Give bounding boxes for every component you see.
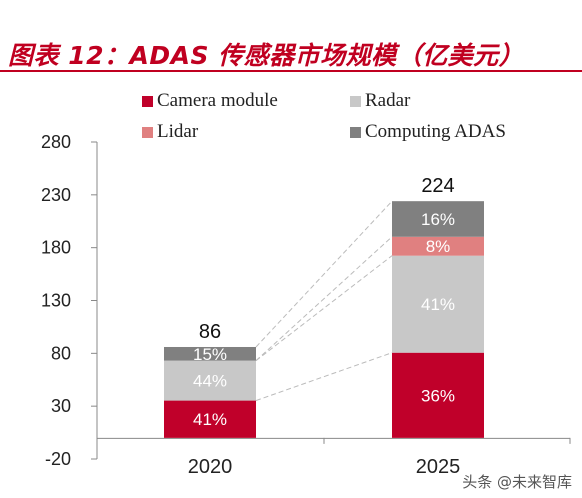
segment-label: 16% [421, 210, 455, 229]
y-tick-label: 80 [51, 343, 71, 363]
bar-segment [164, 346, 256, 361]
y-tick-label: 180 [41, 238, 71, 258]
bar-segment [392, 236, 484, 256]
total-label: 86 [199, 321, 221, 343]
bar-segment [392, 352, 484, 438]
chart-title: 图表 12：ADAS 传感器市场规模（亿美元） [8, 41, 525, 70]
connector-line [255, 200, 393, 348]
bar-segment [392, 201, 484, 237]
x-category-label: 2025 [416, 456, 461, 478]
total-label: 224 [421, 175, 454, 197]
connector-line [255, 236, 393, 361]
bar-segment [164, 400, 256, 438]
data-labels: 41% 44% 15% 86 36% 41% 8% 16% 224 [193, 175, 455, 429]
y-tick-label: 280 [41, 132, 71, 152]
y-tick-label: -20 [45, 449, 71, 469]
legend: Camera module Radar Lidar Computing ADAS [142, 90, 506, 142]
segment-label: 41% [421, 295, 455, 314]
y-tick-label: 230 [41, 185, 71, 205]
legend-label: Lidar [157, 121, 199, 142]
connector-line [255, 352, 393, 402]
connector-line [255, 255, 393, 362]
segment-label: 15% [193, 345, 227, 364]
y-tick-label: 30 [51, 396, 71, 416]
x-axis: 2020 2025 [96, 437, 571, 478]
title-underline [0, 70, 582, 72]
connector-lines [255, 200, 393, 402]
segment-label: 36% [421, 386, 455, 405]
legend-swatch [142, 127, 153, 138]
legend-label: Radar [365, 90, 411, 111]
legend-swatch [142, 96, 153, 107]
legend-swatch [350, 127, 361, 138]
x-category-label: 2020 [188, 456, 233, 478]
y-tick-label: 130 [41, 291, 71, 311]
bar-segment [392, 255, 484, 353]
legend-swatch [350, 96, 361, 107]
bars [164, 201, 484, 438]
bar-segment [164, 360, 256, 401]
legend-label: Camera module [157, 90, 278, 111]
legend-label: Computing ADAS [365, 121, 506, 142]
segment-label: 8% [426, 237, 451, 256]
y-axis: -20 30 80 130 180 230 280 [41, 132, 98, 469]
segment-label: 41% [193, 410, 227, 429]
segment-label: 44% [193, 372, 227, 391]
watermark: 头条 @未来智库 [462, 473, 572, 491]
